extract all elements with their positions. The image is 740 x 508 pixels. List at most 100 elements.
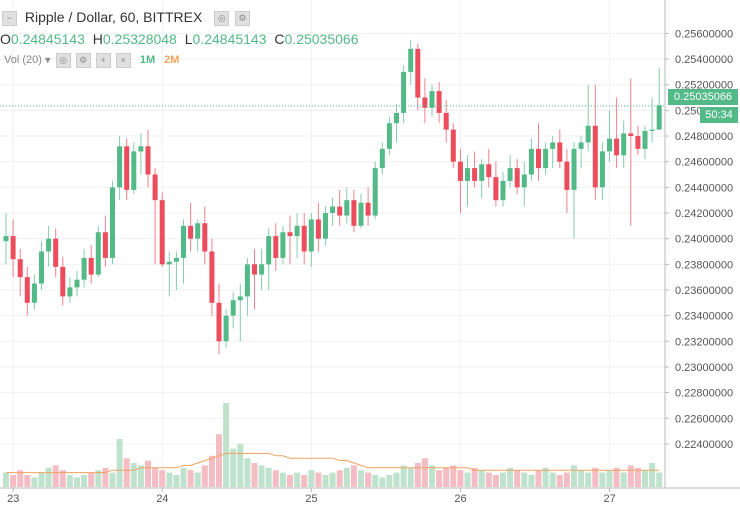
- candle-body: [422, 97, 428, 108]
- candle-body: [571, 148, 577, 190]
- candle-body: [479, 164, 485, 181]
- volume-bar: [159, 470, 166, 487]
- candle-body: [216, 302, 222, 342]
- candle: [74, 270, 80, 297]
- candle-body: [536, 148, 541, 169]
- price-axis-label: 0.24600000: [675, 157, 733, 169]
- candle-body: [486, 164, 492, 178]
- candle-body: [472, 168, 478, 181]
- candle-body: [450, 129, 456, 162]
- candle-body: [202, 223, 208, 252]
- volume-bar: [17, 470, 24, 487]
- candle-body: [401, 71, 407, 113]
- candle-body: [500, 180, 506, 201]
- candle-body: [649, 129, 655, 131]
- interval-1m-button[interactable]: 1M: [139, 54, 156, 67]
- volume-bar: [95, 470, 102, 487]
- candle: [507, 155, 513, 188]
- eye-icon[interactable]: ◎: [214, 10, 230, 26]
- candle: [365, 187, 371, 226]
- candle: [60, 256, 66, 306]
- candle: [315, 202, 321, 252]
- candle: [10, 219, 16, 278]
- candle-body: [230, 300, 236, 316]
- volume-bar: [251, 463, 258, 487]
- gear-icon[interactable]: ⚙: [75, 53, 91, 68]
- price-axis-label: 0.25200000: [675, 80, 733, 92]
- candle: [273, 223, 279, 271]
- candle: [422, 78, 428, 124]
- candle: [131, 142, 137, 194]
- candle-body: [173, 257, 179, 262]
- candle: [166, 251, 172, 297]
- volume-bar: [180, 467, 187, 487]
- candle: [379, 142, 385, 175]
- volume-bar: [66, 475, 73, 487]
- candle: [578, 136, 584, 169]
- volume-bar: [542, 467, 549, 487]
- volume-bar: [379, 477, 386, 487]
- volume-bar: [599, 472, 606, 487]
- candle-body: [181, 225, 186, 258]
- time-axis-label: 24: [156, 493, 168, 505]
- volume-bar: [507, 467, 514, 487]
- volume-bar: [556, 475, 563, 487]
- candle: [557, 129, 563, 169]
- volume-bar: [393, 472, 400, 487]
- candle: [457, 148, 463, 213]
- candle-body: [614, 138, 620, 156]
- candle-body: [266, 236, 272, 265]
- ohlc-open-value: 0.24845143: [10, 31, 85, 47]
- candle-body: [152, 174, 158, 201]
- volume-bar: [223, 403, 230, 487]
- volume-bar: [265, 467, 272, 487]
- candle-body: [365, 202, 371, 216]
- candle: [472, 151, 478, 188]
- candle: [528, 138, 534, 181]
- candle-body: [294, 225, 300, 237]
- volume-bar: [322, 475, 329, 487]
- volume-bar: [216, 434, 222, 487]
- candle: [415, 43, 421, 111]
- candle-body: [88, 257, 94, 275]
- candle: [301, 212, 307, 265]
- volume-bar: [443, 467, 450, 487]
- close-icon[interactable]: ×: [115, 53, 131, 68]
- candle-body: [273, 236, 279, 258]
- volume-bar: [59, 470, 66, 487]
- plus-icon[interactable]: +: [95, 53, 111, 68]
- candle: [323, 206, 328, 246]
- candle-body: [188, 225, 194, 239]
- candle: [294, 212, 300, 258]
- square-minus-icon[interactable]: −: [2, 10, 17, 26]
- time-axis-label: 27: [604, 493, 616, 505]
- candle: [621, 120, 627, 169]
- volume-bar: [258, 465, 265, 487]
- volume-bar: [478, 470, 485, 487]
- candle: [95, 225, 101, 278]
- chevron-down-icon[interactable]: ▾: [44, 54, 51, 67]
- gear-icon[interactable]: ⚙: [235, 10, 251, 26]
- candle: [536, 123, 541, 181]
- candle-body: [585, 125, 591, 143]
- volume-bar: [173, 475, 180, 487]
- volume-ma-line: [6, 452, 660, 474]
- eye-icon[interactable]: ◎: [55, 53, 71, 68]
- candle-body: [599, 151, 605, 188]
- volume-bar: [166, 472, 173, 487]
- volume-bar: [272, 470, 279, 487]
- candle-body: [46, 238, 52, 252]
- candle-body: [656, 105, 662, 130]
- candle-body: [592, 125, 598, 188]
- candle-body: [408, 48, 414, 72]
- volume-bar: [365, 472, 372, 487]
- candle-body: [514, 168, 520, 188]
- candle: [102, 215, 108, 267]
- volume-bar: [52, 465, 59, 487]
- candle: [117, 136, 123, 201]
- volume-bar: [145, 460, 151, 487]
- ohlc-close-key: C: [274, 31, 285, 47]
- volume-bar: [613, 467, 620, 487]
- interval-2m-button[interactable]: 2M: [164, 54, 180, 67]
